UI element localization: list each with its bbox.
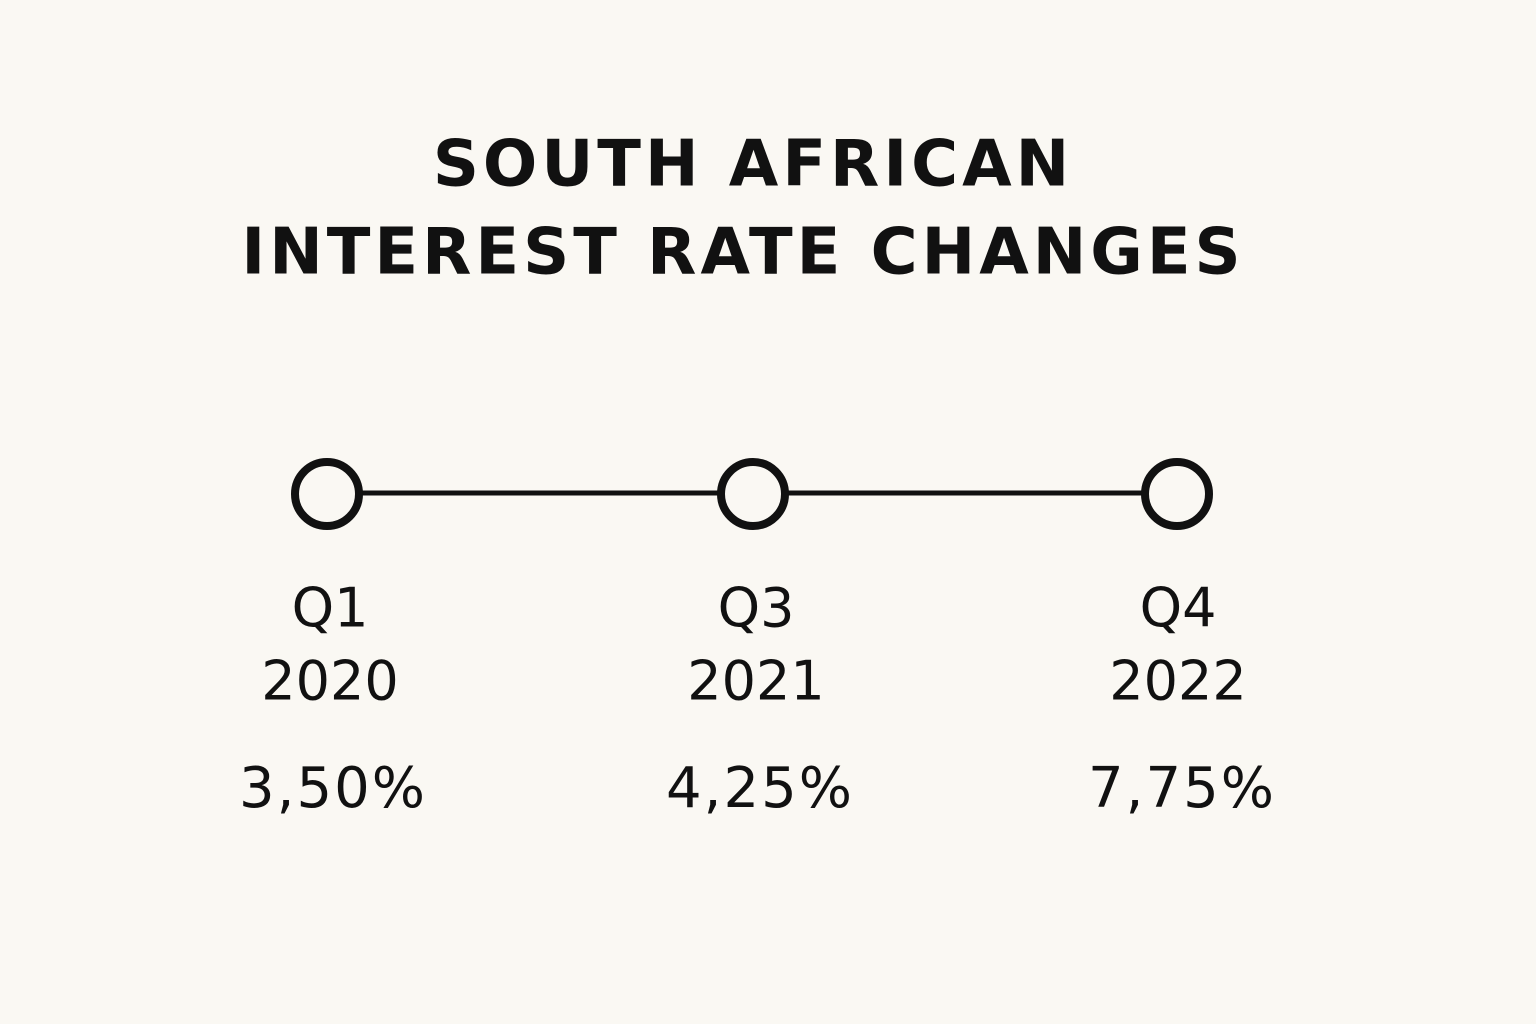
title-line: INTEREST RATE CHANGES	[241, 216, 1244, 290]
quarter-label: Q4	[1140, 577, 1217, 640]
rate-label: 3,50%	[239, 756, 427, 821]
year-label: 2021	[687, 650, 824, 713]
timeline-node	[1141, 458, 1213, 530]
timeline-node	[291, 458, 363, 530]
title-line: SOUTH AFRICAN	[433, 128, 1073, 202]
quarter-label: Q1	[292, 577, 369, 640]
year-label: 2022	[1109, 650, 1246, 713]
timeline-node	[717, 458, 789, 530]
year-label: 2020	[261, 650, 398, 713]
quarter-label: Q3	[718, 577, 795, 640]
rate-label: 7,75%	[1088, 756, 1276, 821]
rate-label: 4,25%	[666, 756, 854, 821]
